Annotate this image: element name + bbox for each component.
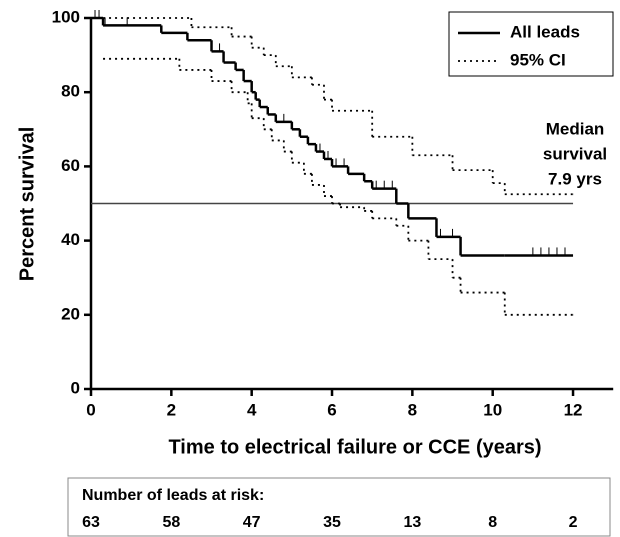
- y-tick-label: 60: [61, 156, 80, 175]
- legend-label: All leads: [510, 22, 580, 41]
- risk-count: 63: [82, 514, 100, 531]
- risk-count: 58: [162, 514, 180, 531]
- x-tick-label: 4: [247, 400, 257, 419]
- median-annotation: Median: [546, 119, 605, 138]
- legend-box: [448, 11, 614, 77]
- median-annotation: survival: [543, 144, 607, 163]
- y-tick-label: 100: [52, 7, 80, 26]
- legend-label: 95% CI: [510, 50, 566, 69]
- x-tick-label: 6: [327, 400, 336, 419]
- risk-table-title: Number of leads at risk:: [82, 487, 264, 504]
- y-axis-label: Percent survival: [16, 127, 38, 282]
- x-axis-label: Time to electrical failure or CCE (years…: [168, 436, 541, 458]
- median-annotation: 7.9 yrs: [548, 169, 602, 188]
- y-tick-label: 20: [61, 304, 80, 323]
- risk-count: 35: [323, 514, 341, 531]
- y-tick-label: 0: [71, 378, 80, 397]
- risk-count: 2: [569, 514, 578, 531]
- x-tick-label: 10: [483, 400, 502, 419]
- x-tick-label: 12: [564, 400, 583, 419]
- risk-table-box: [67, 477, 611, 537]
- y-tick-label: 80: [61, 82, 80, 101]
- risk-count: 47: [243, 514, 261, 531]
- x-tick-label: 8: [408, 400, 417, 419]
- y-tick-label: 40: [61, 230, 80, 249]
- x-tick-label: 0: [86, 400, 95, 419]
- risk-count: 13: [403, 514, 421, 531]
- risk-count: 8: [488, 514, 497, 531]
- x-tick-label: 2: [167, 400, 176, 419]
